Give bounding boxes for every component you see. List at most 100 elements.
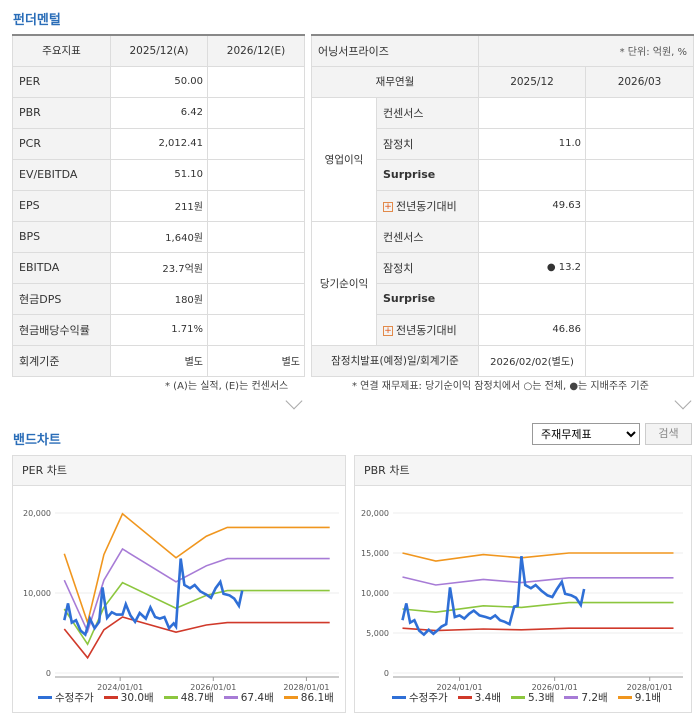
announce-date-label: 잠정치발표(예정)일/회계기준 <box>311 344 479 377</box>
legend-item[interactable]: 67.4배 <box>223 690 274 705</box>
operating-profit-row-label: 잠정치 <box>376 127 479 160</box>
row-label-text: 컨센서스 <box>383 106 424 120</box>
legend-item[interactable]: 48.7배 <box>163 690 214 705</box>
header-period-1: 2025/12 <box>478 65 586 98</box>
value-period-2 <box>584 220 695 253</box>
statement-select[interactable]: 주재무제표 <box>532 423 640 445</box>
earnings-title: 어닝서프라이즈 <box>311 34 479 67</box>
y-tick-label: 0 <box>384 669 389 678</box>
value-period-2 <box>584 158 695 191</box>
table-row: + 전년동기대비 49.63 <box>312 189 695 222</box>
legend-item[interactable]: 7.2배 <box>564 690 608 705</box>
net-income-row-label: 컨센서스 <box>376 220 479 253</box>
table-row: BPS 1,640원 <box>12 220 305 253</box>
legend-label: 3.4배 <box>474 692 501 704</box>
chevron-down-icon[interactable] <box>674 392 692 410</box>
search-button[interactable]: 검색 <box>645 423 692 445</box>
legend-item[interactable]: 수정주가 <box>392 690 448 705</box>
announce-date-empty <box>584 344 695 377</box>
row-label-text: 컨센서스 <box>383 230 424 244</box>
table-row: 당기순이익 컨센서스 <box>311 220 695 346</box>
row-label-text: Surprise <box>383 292 436 305</box>
row-label-text: 전년동기대비 <box>396 323 457 337</box>
legend-label: 48.7배 <box>180 692 214 704</box>
legend-swatch <box>392 696 406 699</box>
x-tick-label: 2024/01/01 <box>97 683 143 692</box>
actual-value: 180원 <box>110 282 208 315</box>
legend-item[interactable]: 5.3배 <box>511 690 554 705</box>
estimate-value <box>207 158 305 191</box>
pbr-chart-legend: 수정주가 3.4배 5.3배 7.2배 9.1배 <box>392 690 666 705</box>
x-tick-label: 2026/01/01 <box>532 683 578 692</box>
earnings-surprise-table: 어닝서프라이즈 * 단위: 억원, % 재무연월 2025/12 2026/03… <box>311 34 695 377</box>
series-line-4 <box>402 552 674 562</box>
y-tick-label: 10,000 <box>361 589 389 598</box>
legend-item[interactable]: 3.4배 <box>457 690 501 705</box>
actual-value: 23.7억원 <box>110 251 208 284</box>
table-row: 잠정치 ● 13.2 <box>312 251 695 284</box>
expand-plus-icon[interactable]: + <box>383 325 393 336</box>
indicator-label: PBR <box>12 96 111 129</box>
indicator-label: EBITDA <box>12 251 111 284</box>
row-label-text: 전년동기대비 <box>396 199 457 213</box>
value-period-2 <box>584 96 695 129</box>
series-line-3 <box>63 547 330 634</box>
header-estimate: 2026/12(E) <box>207 34 305 67</box>
band-chart-title: 밴드차트 <box>13 433 61 448</box>
net-income-row-label: Surprise <box>376 282 479 315</box>
header-indicator: 주요지표 <box>12 34 111 67</box>
table-row: 회계기준 별도 별도 <box>12 344 305 377</box>
estimate-value <box>207 127 305 160</box>
fundamental-note: * (A)는 실적, (E)는 컨센서스 <box>165 381 289 392</box>
legend-label: 30.0배 <box>120 692 154 704</box>
row-label-text: 잠정치 <box>383 137 414 151</box>
value-period-1 <box>478 96 586 129</box>
indicator-label: 현금DPS <box>12 282 111 315</box>
series-line-0 <box>63 558 244 637</box>
legend-item[interactable]: 9.1배 <box>617 690 661 705</box>
chevron-down-icon[interactable] <box>285 392 303 410</box>
value-period-1: 46.86 <box>478 313 586 346</box>
legend-item[interactable]: 수정주가 <box>38 690 94 705</box>
legend-label: 67.4배 <box>240 692 274 704</box>
legend-swatch <box>103 696 118 699</box>
indicator-label: PCR <box>12 127 111 160</box>
series-line-3 <box>402 576 674 586</box>
legend-label: 수정주가 <box>409 692 448 704</box>
estimate-value <box>207 282 305 315</box>
value-period-1: ● 13.2 <box>478 251 586 284</box>
operating-profit-row-label: 컨센서스 <box>376 96 479 129</box>
pbr-chart-panel: PBR 차트 0 5,000 10,000 15,000 20,000 2024/01/0… <box>354 455 692 713</box>
x-tick-label: 2026/01/01 <box>190 683 236 692</box>
y-tick-label: 20,000 <box>361 509 389 518</box>
earnings-unit: * 단위: 억원, % <box>477 34 695 67</box>
value-period-2 <box>584 251 695 284</box>
indicator-label: 회계기준 <box>12 344 111 377</box>
estimate-value <box>207 96 305 129</box>
per-chart-legend: 수정주가 30.0배 48.7배 67.4배 86.1배 <box>38 690 339 705</box>
actual-value: 6.42 <box>110 96 208 129</box>
table-row: 현금DPS 180원 <box>12 282 305 315</box>
table-row: 영업이익 컨센서스 <box>311 96 695 222</box>
estimate-value: 별도 <box>207 344 305 377</box>
value-period-2 <box>584 282 695 315</box>
expand-plus-icon[interactable]: + <box>383 201 393 212</box>
legend-swatch <box>38 696 52 699</box>
net-income-row-label: 잠정치 <box>376 251 479 284</box>
indicator-label: EPS <box>12 189 111 222</box>
legend-swatch <box>511 696 525 699</box>
row-label-text: 잠정치 <box>383 261 414 275</box>
y-tick-label: 10,000 <box>23 589 51 598</box>
legend-item[interactable]: 30.0배 <box>103 690 154 705</box>
legend-item[interactable]: 86.1배 <box>283 690 334 705</box>
legend-swatch <box>564 696 579 699</box>
actual-value: 1,640원 <box>110 220 208 253</box>
x-tick-label: 2024/01/01 <box>437 683 483 692</box>
estimate-value <box>207 189 305 222</box>
estimate-value <box>207 220 305 253</box>
legend-swatch <box>163 696 178 699</box>
actual-value: 별도 <box>110 344 208 377</box>
value-period-2 <box>584 127 695 160</box>
series-line-4 <box>63 512 330 626</box>
value-period-2 <box>584 313 695 346</box>
